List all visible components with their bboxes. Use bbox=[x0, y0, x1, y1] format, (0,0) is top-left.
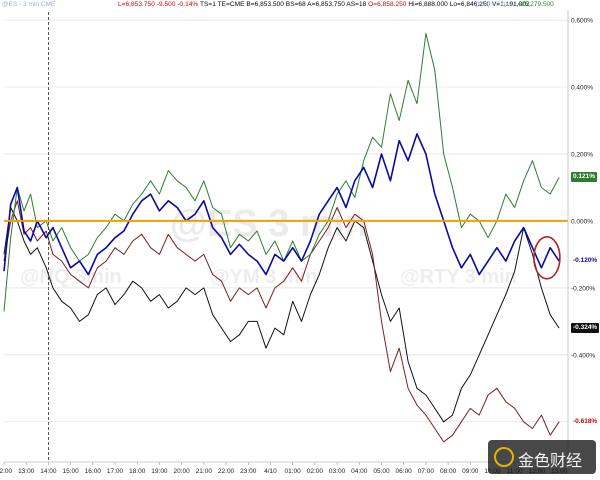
x-tick-label: 05:00 bbox=[373, 468, 390, 475]
x-tick-label: 03:00 bbox=[329, 468, 346, 475]
series-value-tag-es: -0.120% bbox=[571, 256, 600, 267]
header-last: L=6,853.750 bbox=[118, 1, 155, 8]
logo-icon bbox=[494, 447, 514, 467]
y-axis: 0.600%0.400%0.200%0.000%-0.200%-0.400%-0… bbox=[567, 10, 595, 462]
x-tick-label: 4/10 bbox=[264, 468, 277, 475]
x-tick-label: 22:00 bbox=[218, 468, 235, 475]
x-tick-label: 21:00 bbox=[196, 468, 213, 475]
x-tick-label: 09:00 bbox=[462, 468, 479, 475]
y-tick-label: -0.200% bbox=[571, 285, 595, 292]
y-tick-label: 0.600% bbox=[571, 18, 593, 25]
x-tick-label: 04:00 bbox=[351, 468, 368, 475]
y-tick-label: 0.000% bbox=[571, 218, 593, 225]
x-tick-label: 06:00 bbox=[396, 468, 413, 475]
watermark-left: @NQ 3min bbox=[20, 266, 122, 288]
header-symbol-left: @ES - 3 min CME bbox=[2, 1, 56, 8]
x-tick-label: 02:00 bbox=[307, 468, 324, 475]
x-tick-label: 01:00 bbox=[285, 468, 302, 475]
y-tick-label: 0.400% bbox=[571, 85, 593, 92]
x-tick-label: 08:00 bbox=[440, 468, 457, 475]
series-value-tag-ym: -0.618% bbox=[571, 416, 600, 427]
logo-watermark: 金色财经 bbox=[488, 440, 596, 474]
x-tick-label: 18:00 bbox=[129, 468, 146, 475]
x-tick-label: 16:00 bbox=[85, 468, 102, 475]
highlight-circle bbox=[533, 235, 561, 280]
x-tick-label: 15:00 bbox=[62, 468, 79, 475]
watermark-right: @RTY 3 min bbox=[400, 266, 517, 288]
x-tick-label: 07:00 bbox=[418, 468, 435, 475]
header-change-pct: -0.14% bbox=[177, 1, 199, 8]
header-quote-line: L=6,853.750 -9.500 -0.14% TS=1 TE=CME B=… bbox=[118, 1, 530, 8]
series-layer bbox=[3, 32, 560, 443]
header-change: -9.500 bbox=[156, 1, 176, 8]
header-rest: TS=1 TE=CME B=6,853.500 BS=68 A=6,853.75… bbox=[200, 1, 367, 8]
series-value-tag-rty: -0.324% bbox=[571, 323, 600, 334]
logo-text: 金色财经 bbox=[518, 451, 583, 470]
x-axis: 12:00 13:00 14:00 15:00 16:00 17:00 18:00 19:00… bbox=[0, 461, 568, 475]
header-right-label: @NQ - 3 min bbox=[474, 1, 513, 8]
x-tick-label: 17:00 bbox=[107, 468, 124, 475]
x-tick-label: 14:00 bbox=[40, 468, 57, 475]
y-tick-label: -0.400% bbox=[571, 352, 595, 359]
series-line-nq bbox=[3, 32, 560, 312]
x-tick-label: 20:00 bbox=[173, 468, 190, 475]
series-line-es bbox=[3, 133, 560, 276]
header-open: O=6,858.250 bbox=[368, 1, 407, 8]
x-tick-label: 23:00 bbox=[240, 468, 257, 475]
x-tick-label: 12:00 bbox=[0, 468, 13, 475]
header-hilo: Hi=6,888.000 Lo=6,846.250 V=1,191,002 bbox=[408, 1, 530, 8]
header-right-last: L=25,279.500 bbox=[513, 1, 554, 8]
watermark-layer: @ES 3 min @NQ 3min @YM 3 min @RTY 3 min bbox=[20, 203, 517, 288]
y-tick-label: 0.200% bbox=[571, 151, 593, 158]
watermark-mid: @YM 3 min bbox=[210, 266, 317, 288]
grid-lines bbox=[4, 19, 568, 423]
series-value-tag-nq: 0.121% bbox=[571, 172, 598, 183]
series-line-ym bbox=[3, 200, 560, 443]
watermark-main: @ES 3 min bbox=[170, 203, 368, 245]
x-tick-label: 13:00 bbox=[18, 468, 35, 475]
header-symbol-right: @NQ - 3 min L=25,279.500 bbox=[474, 1, 554, 8]
x-tick-label: 19:00 bbox=[151, 468, 168, 475]
series-line-rty bbox=[3, 207, 560, 423]
